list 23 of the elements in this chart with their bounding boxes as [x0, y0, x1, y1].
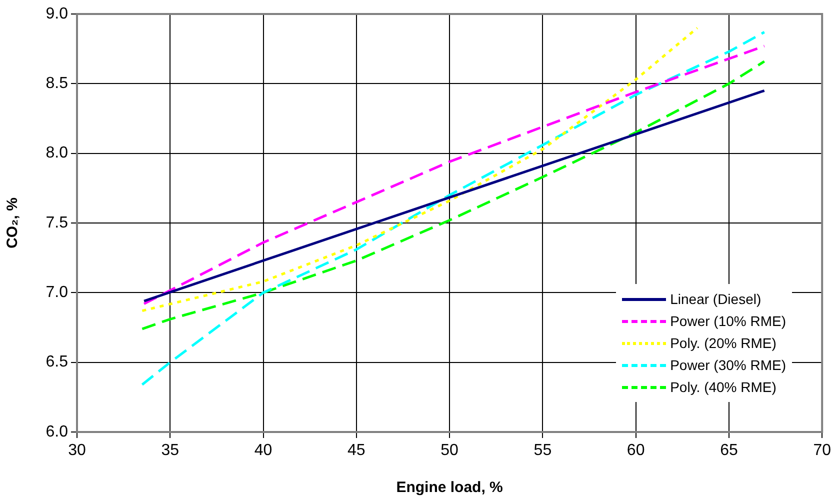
legend-label: Poly. (20% RME): [670, 334, 776, 353]
y-axis-title: CO₂, %: [4, 198, 22, 248]
x-tick-label: 55: [534, 442, 552, 460]
y-tick-label: 9.0: [46, 5, 68, 22]
x-tick-label: 45: [348, 442, 366, 460]
x-tick-label: 70: [813, 442, 832, 460]
y-tick-label: 7.0: [46, 284, 68, 302]
y-tick-label: 6.5: [46, 354, 68, 371]
x-tick-label: 40: [254, 442, 272, 460]
x-axis-title: Engine load, %: [396, 479, 503, 496]
legend-label: Linear (Diesel): [670, 290, 762, 309]
y-tick-label: 8.5: [46, 75, 68, 92]
y-tick-label: 7.5: [46, 214, 68, 232]
legend-label: Power (30% RME): [670, 356, 786, 375]
x-tick-label: 60: [626, 442, 645, 460]
y-tick-label: 8.0: [46, 144, 68, 162]
legend-label: Poly. (40% RME): [670, 378, 776, 397]
x-tick-label: 35: [161, 442, 180, 460]
legend-label: Power (10% RME): [670, 312, 786, 331]
y-tick-label: 6.0: [46, 423, 68, 440]
x-tick-label: 50: [440, 442, 459, 460]
x-tick-label: 30: [68, 442, 86, 460]
x-tick-label: 65: [720, 442, 738, 460]
